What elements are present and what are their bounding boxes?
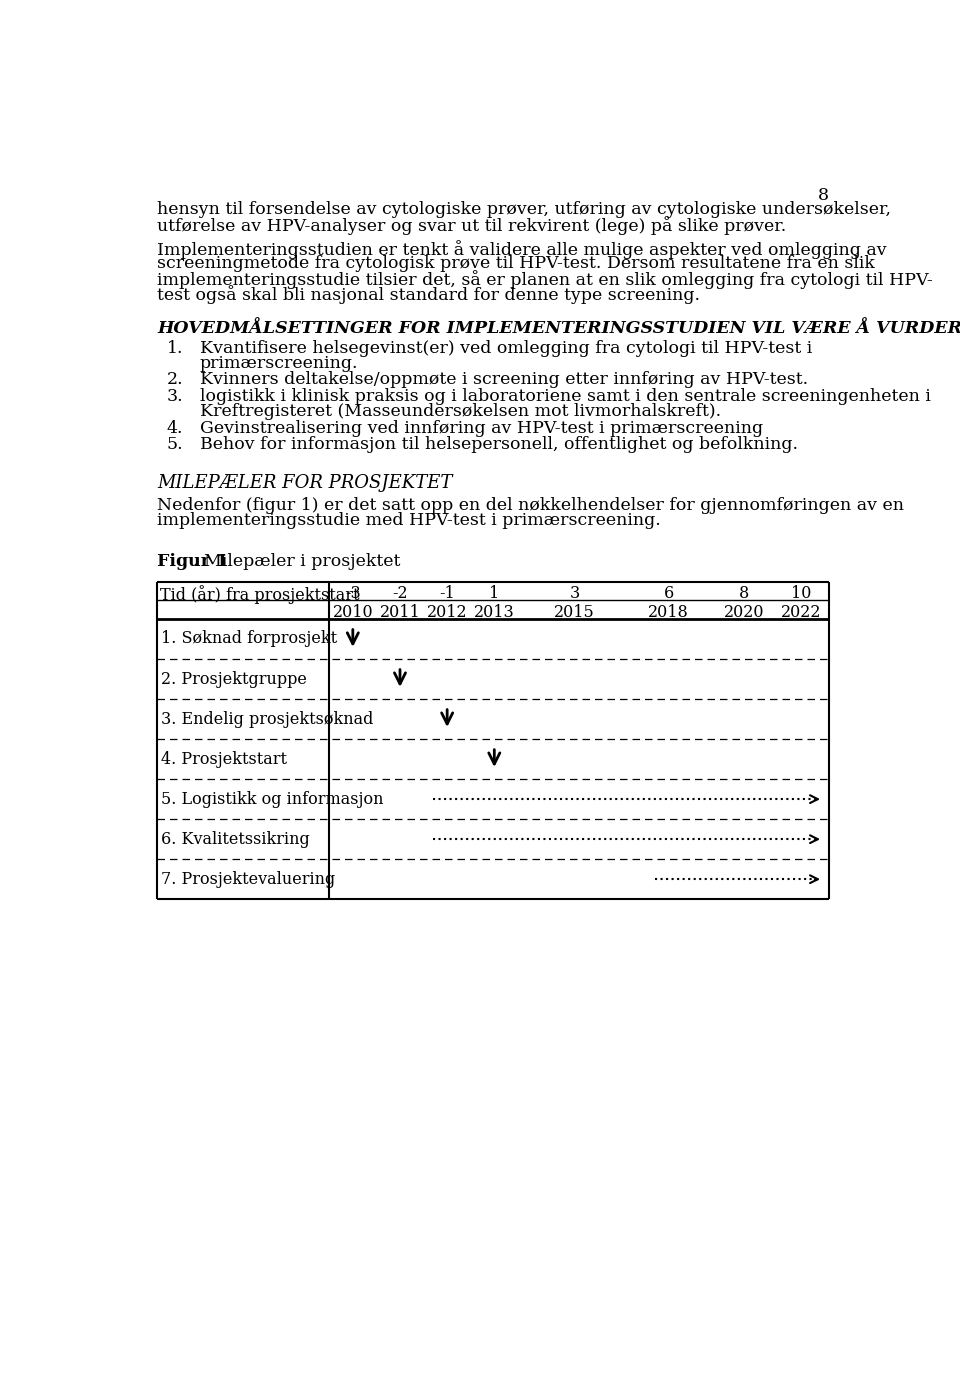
Text: 3. Endelig prosjektsøknad: 3. Endelig prosjektsøknad [161,711,373,727]
Text: 2020: 2020 [724,604,764,620]
Text: 1: 1 [490,584,499,602]
Text: 8: 8 [818,187,829,204]
Text: HOVEDMÅLSETTINGER FOR IMPLEMENTERINGSSTUDIEN VIL VÆRE Å VURDERE:: HOVEDMÅLSETTINGER FOR IMPLEMENTERINGSSTU… [157,320,960,337]
Text: 4. Prosjektstart: 4. Prosjektstart [161,751,287,767]
Text: 1. Søknad forprosjekt: 1. Søknad forprosjekt [161,630,337,647]
Text: Kvantifisere helsegevinst(er) ved omlegging fra cytologi til HPV-test i: Kvantifisere helsegevinst(er) ved omlegg… [200,339,812,357]
Text: MILEPÆLER FOR PROSJEKTET: MILEPÆLER FOR PROSJEKTET [157,474,452,492]
Text: 8: 8 [739,584,750,602]
Text: 3: 3 [569,584,580,602]
Text: 10: 10 [791,584,811,602]
Text: 6. Kvalitetssikring: 6. Kvalitetssikring [161,831,310,848]
Text: -2: -2 [393,584,408,602]
Text: . Milepæler i prosjektet: . Milepæler i prosjektet [193,553,400,571]
Text: Tid (år) fra prosjektstart: Tid (år) fra prosjektstart [160,584,360,604]
Text: 1.: 1. [166,339,183,357]
Text: Implementeringsstudien er tenkt å validere alle mulige aspekter ved omlegging av: Implementeringsstudien er tenkt å valide… [157,240,887,259]
Text: Nedenfor (figur 1) er det satt opp en del nøkkelhendelser for gjennomføringen av: Nedenfor (figur 1) er det satt opp en de… [157,497,904,514]
Text: 2013: 2013 [474,604,515,620]
Text: implementeringsstudie med HPV-test i primærscreening.: implementeringsstudie med HPV-test i pri… [157,512,660,529]
Text: -3: -3 [345,584,361,602]
Text: screeningmetode fra cytologisk prøve til HPV-test. Dersom resultatene fra en sli: screeningmetode fra cytologisk prøve til… [157,255,876,271]
Text: primærscreening.: primærscreening. [200,355,358,371]
Text: 7. Prosjektevaluering: 7. Prosjektevaluering [161,871,335,888]
Text: 2.: 2. [166,371,183,388]
Text: utførelse av HPV-analyser og svar ut til rekvirent (lege) på slike prøver.: utførelse av HPV-analyser og svar ut til… [157,216,786,235]
Text: implementeringsstudie tilsier det, så er planen at en slik omlegging fra cytolog: implementeringsstudie tilsier det, så er… [157,270,933,289]
Text: Kreftregisteret (Masseundersøkelsen mot livmorhalskreft).: Kreftregisteret (Masseundersøkelsen mot … [200,403,721,420]
Text: 5. Logistikk og informasjon: 5. Logistikk og informasjon [161,791,384,807]
Text: test også skal bli nasjonal standard for denne type screening.: test også skal bli nasjonal standard for… [157,285,700,305]
Text: 6: 6 [663,584,674,602]
Text: 2015: 2015 [554,604,595,620]
Text: Figur 1: Figur 1 [157,553,228,571]
Text: 2022: 2022 [780,604,821,620]
Text: -1: -1 [440,584,455,602]
Text: 3.: 3. [166,388,183,404]
Text: logistikk i klinisk praksis og i laboratoriene samt i den sentrale screeningenhe: logistikk i klinisk praksis og i laborat… [200,388,930,404]
Text: Gevinstrealisering ved innføring av HPV-test i primærscreening: Gevinstrealisering ved innføring av HPV-… [200,420,763,436]
Text: 2018: 2018 [648,604,689,620]
Text: 2. Prosjektgruppe: 2. Prosjektgruppe [161,670,307,687]
Text: Behov for informasjon til helsepersonell, offentlighet og befolkning.: Behov for informasjon til helsepersonell… [200,436,798,453]
Text: 2010: 2010 [332,604,373,620]
Text: 2011: 2011 [379,604,420,620]
Text: 5.: 5. [166,436,183,453]
Text: Kvinners deltakelse/oppmøte i screening etter innføring av HPV-test.: Kvinners deltakelse/oppmøte i screening … [200,371,808,388]
Text: 4.: 4. [166,420,183,436]
Text: hensyn til forsendelse av cytologiske prøver, utføring av cytologiske undersøkel: hensyn til forsendelse av cytologiske pr… [157,201,891,217]
Text: 2012: 2012 [427,604,468,620]
